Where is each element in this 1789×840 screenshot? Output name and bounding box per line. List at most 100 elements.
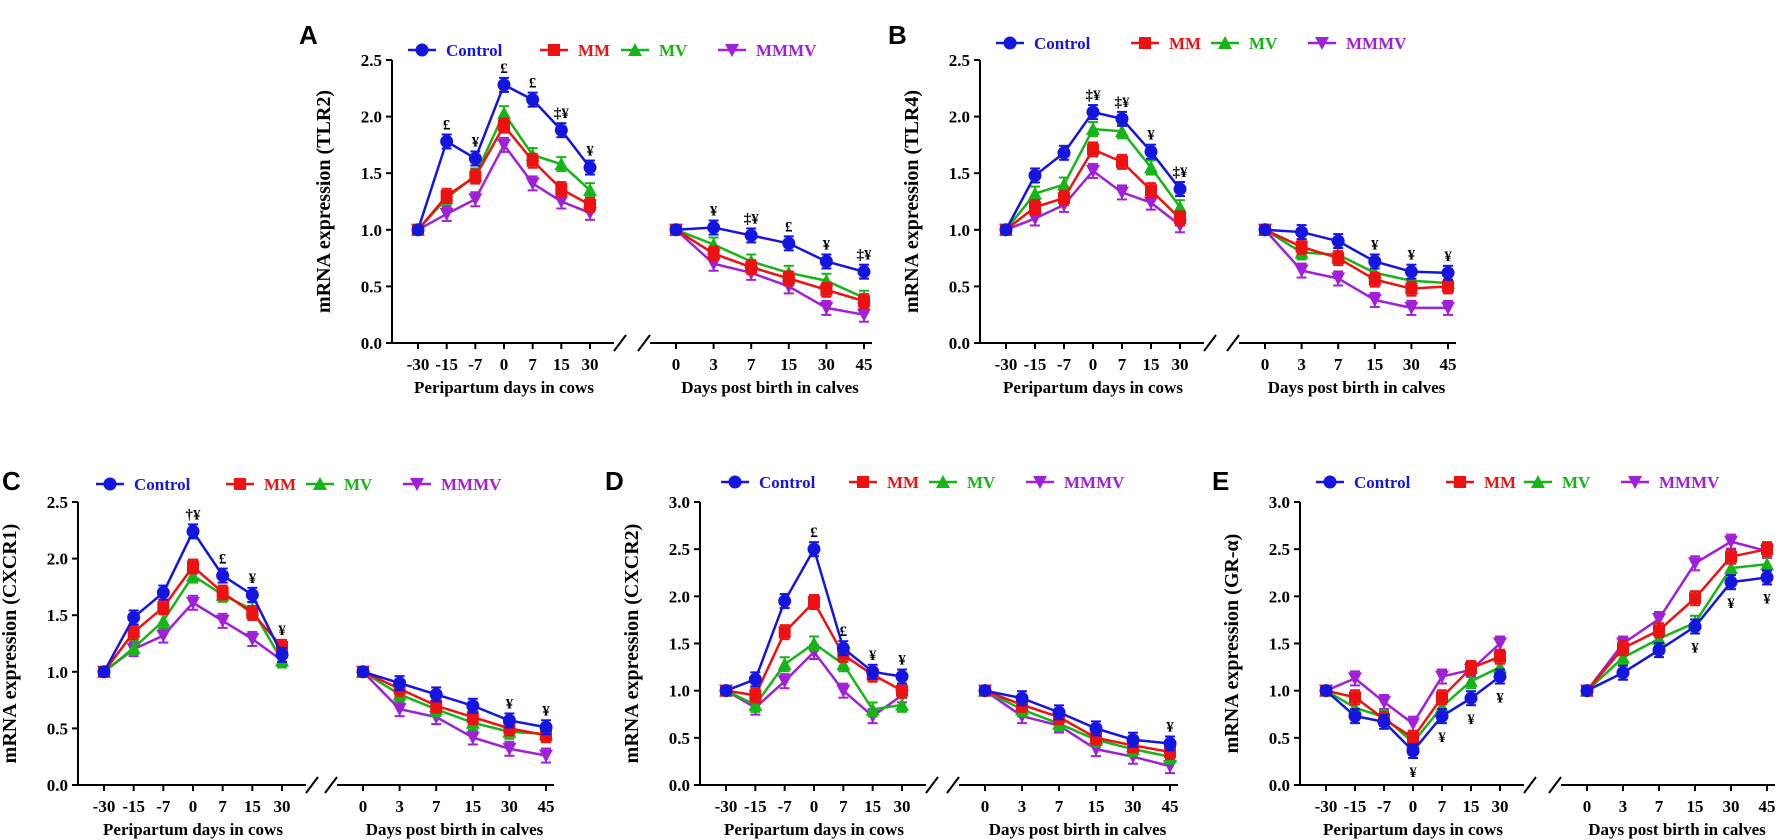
data-point [819, 301, 834, 315]
data-point [466, 699, 480, 713]
x-tick-label: 7 [528, 355, 537, 374]
y-tick-label: 0.0 [949, 334, 970, 353]
series-line [362, 670, 547, 757]
data-point [836, 657, 851, 671]
data-point [1086, 105, 1100, 119]
data-point [1436, 691, 1448, 704]
x-tick-label: 15 [464, 797, 481, 816]
data-point [1494, 650, 1506, 663]
data-point [502, 713, 516, 727]
axis-break-mark [613, 334, 627, 352]
x-tick-label: -15 [1024, 355, 1047, 374]
data-point [1404, 301, 1419, 315]
data-point [156, 629, 171, 643]
series-line [1264, 228, 1448, 310]
x-tick-label: 45 [1440, 355, 1457, 374]
legend-marker [628, 43, 642, 56]
data-point [1348, 700, 1362, 714]
y-tick-label: 2.0 [361, 108, 382, 127]
significance-marker: £ [529, 76, 537, 92]
series-Control [999, 104, 1455, 281]
x-axis-title: Days post birth in calves [1588, 820, 1766, 839]
data-point [1028, 168, 1042, 182]
legend-label-MM: MM [578, 41, 610, 60]
data-point [836, 684, 851, 698]
legend-label-MMMV: MMMV [1346, 34, 1407, 53]
data-point [1377, 695, 1391, 709]
x-tick-label: -7 [468, 355, 483, 374]
x-tick-label: -7 [156, 797, 171, 816]
significance-marker: ¥ [898, 653, 906, 669]
series-line [362, 670, 547, 737]
y-tick-label: 1.5 [361, 164, 382, 183]
data-point [186, 524, 200, 538]
legend-marker [936, 475, 950, 488]
legend-marker [234, 478, 246, 490]
data-point [777, 657, 792, 671]
data-point [1116, 155, 1128, 168]
x-axis-title: Days post birth in calves [366, 820, 544, 839]
series-MM [1000, 141, 1454, 297]
data-point [1465, 662, 1477, 675]
significance-marker: £ [840, 624, 848, 640]
x-tick-label: 3 [1018, 797, 1027, 816]
data-point [245, 632, 260, 646]
data-point [468, 193, 483, 207]
data-point [999, 223, 1013, 237]
significance-marker: ¥ [1691, 641, 1699, 657]
data-point [539, 749, 553, 763]
data-point [356, 665, 370, 679]
significance-marker: £ [785, 219, 793, 235]
y-tick-label: 2.5 [949, 51, 970, 70]
significance-marker: ‡¥ [857, 248, 873, 264]
legend-label-MMMV: MMMV [756, 41, 817, 60]
series-Control [97, 523, 553, 736]
x-tick-label: 45 [1759, 797, 1776, 816]
data-point [1617, 642, 1629, 655]
x-tick-label: 30 [1172, 355, 1189, 374]
data-point [745, 261, 758, 274]
significance-marker: £ [500, 61, 508, 77]
data-point [186, 568, 200, 582]
data-point [1367, 293, 1382, 307]
significance-marker: ¥ [1408, 248, 1416, 264]
y-axis-title: mRNA expression (GR-α) [1221, 534, 1243, 754]
legend-label-Control: Control [446, 41, 503, 60]
y-axis-title: mRNA expression (TLR2) [313, 90, 335, 313]
x-axis-title: Days post birth in calves [681, 378, 859, 397]
data-point [819, 254, 833, 268]
data-point [748, 697, 763, 711]
significance-marker: ¥ [1444, 249, 1452, 265]
data-point [584, 198, 596, 211]
x-tick-label: 3 [395, 797, 404, 816]
data-point [896, 684, 908, 697]
y-tick-label: 1.5 [669, 635, 690, 654]
y-axis-title: mRNA expression (CXCR2) [621, 524, 643, 764]
significance-marker: ¥ [1438, 730, 1446, 746]
data-point [126, 641, 141, 655]
data-point [1015, 691, 1029, 705]
legend-label-MM: MM [1169, 34, 1201, 53]
data-point [1406, 744, 1420, 758]
data-point [1493, 670, 1507, 684]
series-line [675, 228, 865, 299]
data-point [583, 161, 597, 175]
x-tick-label: 0 [672, 355, 681, 374]
x-tick-label: 0 [981, 797, 990, 816]
legend: Control MM MV MMMV [408, 41, 817, 60]
x-tick-label: 7 [839, 797, 848, 816]
data-point [466, 711, 479, 724]
x-tick-label: 15 [1463, 797, 1480, 816]
data-point [836, 641, 850, 655]
legend-marker [1628, 476, 1642, 489]
x-tick-label: 0 [500, 355, 509, 374]
legend-label-MMMV: MMMV [1064, 473, 1125, 492]
x-tick-label: 30 [582, 355, 599, 374]
x-tick-label: 7 [218, 797, 227, 816]
x-tick-label: -15 [435, 355, 458, 374]
data-point [498, 119, 510, 132]
data-point [1404, 265, 1418, 279]
legend-marker [1033, 476, 1047, 489]
data-point [1348, 672, 1362, 686]
series-line [362, 670, 547, 736]
